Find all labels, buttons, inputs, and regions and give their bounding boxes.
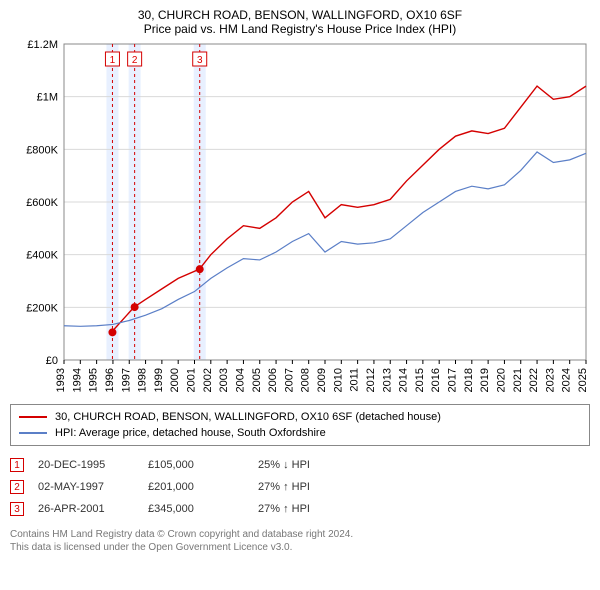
svg-text:1998: 1998: [137, 368, 149, 392]
chart-container: 30, CHURCH ROAD, BENSON, WALLINGFORD, OX…: [0, 0, 600, 590]
svg-text:2006: 2006: [267, 368, 279, 392]
legend-label: HPI: Average price, detached house, Sout…: [55, 427, 326, 439]
svg-text:£0: £0: [46, 355, 58, 367]
svg-text:2: 2: [132, 55, 138, 66]
svg-text:2007: 2007: [283, 368, 295, 392]
title-line1: 30, CHURCH ROAD, BENSON, WALLINGFORD, OX…: [10, 8, 590, 22]
svg-text:2019: 2019: [479, 368, 491, 392]
svg-text:2013: 2013: [381, 368, 393, 392]
svg-text:2002: 2002: [202, 368, 214, 392]
legend-row: 30, CHURCH ROAD, BENSON, WALLINGFORD, OX…: [19, 409, 581, 425]
svg-text:2001: 2001: [186, 368, 198, 392]
svg-text:2008: 2008: [300, 368, 312, 392]
svg-text:£200K: £200K: [26, 302, 58, 314]
event-change: 27% ↑ HPI: [258, 503, 310, 515]
legend-swatch: [19, 432, 47, 434]
chart-svg: £0 £200K £400K £600K £800K £1M £1.2M 1993 1994 19…: [10, 40, 590, 400]
event-change: 27% ↑ HPI: [258, 481, 310, 493]
event-row: 3 26-APR-2001£345,00027% ↑ HPI: [10, 498, 590, 520]
svg-text:2015: 2015: [414, 368, 426, 392]
svg-text:3: 3: [197, 55, 203, 66]
svg-text:1999: 1999: [153, 368, 165, 392]
svg-text:2022: 2022: [528, 368, 540, 392]
svg-text:2010: 2010: [332, 368, 344, 392]
legend-swatch: [19, 416, 47, 418]
legend-row: HPI: Average price, detached house, Sout…: [19, 425, 581, 441]
footer-line1: Contains HM Land Registry data © Crown c…: [10, 528, 590, 541]
event-marker: 1: [10, 458, 24, 472]
svg-text:£600K: £600K: [26, 197, 58, 209]
event-price: £201,000: [148, 481, 258, 493]
svg-text:2005: 2005: [251, 368, 263, 392]
event-date: 02-MAY-1997: [38, 481, 148, 493]
svg-text:1993: 1993: [55, 368, 67, 392]
event-row: 2 02-MAY-1997£201,00027% ↑ HPI: [10, 476, 590, 498]
svg-text:£400K: £400K: [26, 250, 58, 262]
svg-text:2025: 2025: [577, 368, 589, 392]
event-date: 26-APR-2001: [38, 503, 148, 515]
footer-note: Contains HM Land Registry data © Crown c…: [10, 528, 590, 554]
event-price: £105,000: [148, 459, 258, 471]
event-price: £345,000: [148, 503, 258, 515]
event-marker: 3: [10, 502, 24, 516]
svg-text:1995: 1995: [88, 368, 100, 392]
legend-box: 30, CHURCH ROAD, BENSON, WALLINGFORD, OX…: [10, 404, 590, 446]
svg-text:£1.2M: £1.2M: [27, 40, 58, 51]
svg-text:2004: 2004: [234, 368, 246, 392]
svg-text:2003: 2003: [218, 368, 230, 392]
chart-area: £0 £200K £400K £600K £800K £1M £1.2M 1993 1994 19…: [10, 40, 590, 400]
event-date: 20-DEC-1995: [38, 459, 148, 471]
svg-text:£1M: £1M: [37, 92, 58, 104]
svg-text:1994: 1994: [71, 368, 83, 392]
svg-text:2011: 2011: [349, 368, 361, 392]
svg-text:2018: 2018: [463, 368, 475, 392]
svg-text:2017: 2017: [447, 368, 459, 392]
svg-text:2020: 2020: [495, 368, 507, 392]
svg-text:1997: 1997: [120, 368, 132, 392]
svg-text:2023: 2023: [544, 368, 556, 392]
event-row: 1 20-DEC-1995£105,00025% ↓ HPI: [10, 454, 590, 476]
event-marker: 2: [10, 480, 24, 494]
event-change: 25% ↓ HPI: [258, 459, 310, 471]
svg-text:2016: 2016: [430, 368, 442, 392]
events-block: 1 20-DEC-1995£105,00025% ↓ HPI 2 02-MAY-199…: [10, 454, 590, 520]
svg-text:1996: 1996: [104, 368, 116, 392]
svg-text:2021: 2021: [512, 368, 524, 392]
title-block: 30, CHURCH ROAD, BENSON, WALLINGFORD, OX…: [10, 8, 590, 36]
svg-text:2014: 2014: [398, 368, 410, 392]
svg-text:£800K: £800K: [26, 144, 58, 156]
footer-line2: This data is licensed under the Open Gov…: [10, 541, 590, 554]
svg-text:2009: 2009: [316, 368, 328, 392]
svg-text:1: 1: [110, 55, 116, 66]
title-line2: Price paid vs. HM Land Registry's House …: [10, 22, 590, 36]
svg-text:2000: 2000: [169, 368, 181, 392]
svg-text:2012: 2012: [365, 368, 377, 392]
svg-text:2024: 2024: [561, 368, 573, 392]
legend-label: 30, CHURCH ROAD, BENSON, WALLINGFORD, OX…: [55, 411, 441, 423]
